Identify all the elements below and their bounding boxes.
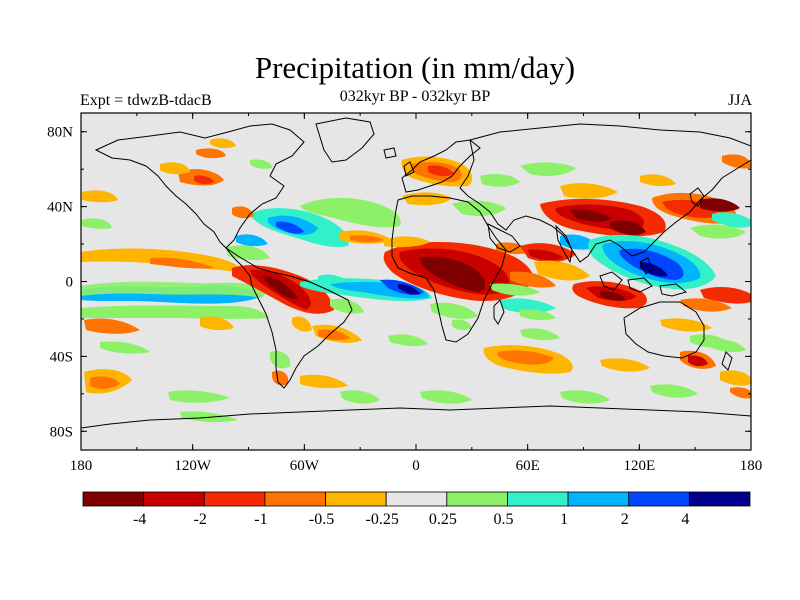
colorbar-swatch — [567, 491, 630, 507]
lat-tick-label: 80S — [50, 424, 73, 440]
colorbar-swatch — [446, 491, 508, 507]
colorbar-label: -1 — [254, 511, 267, 528]
colorbar-label: 1 — [560, 511, 568, 528]
experiment-label: Expt = tdwzB-tdacB — [80, 92, 212, 109]
lon-tick-label: 60W — [290, 458, 320, 474]
lon-tick-label: 60E — [516, 458, 540, 474]
lon-tick-label: 180 — [740, 458, 763, 474]
colorbar-label: -4 — [133, 511, 146, 528]
colorbar-swatch — [507, 491, 569, 507]
colorbar-label: 0.5 — [493, 511, 513, 528]
longitude-axis: 180 120W 60W 0 60E 120E 180 — [70, 113, 763, 474]
colorbar-swatch — [688, 491, 751, 507]
lat-tick-label: 40S — [50, 349, 73, 365]
colorbar-label: 2 — [621, 511, 629, 528]
season-label: JJA — [727, 92, 752, 109]
colorbar-label: 4 — [681, 511, 689, 528]
lat-tick-label: 80N — [47, 125, 73, 141]
colorbar-label: -2 — [194, 511, 207, 528]
lat-tick-label: 40N — [47, 200, 73, 216]
lon-tick-label: 180 — [70, 458, 93, 474]
colorbar-swatch — [385, 491, 448, 507]
lat-tick-label: 0 — [66, 275, 74, 291]
colorbar-swatch — [203, 491, 266, 507]
colorbar-swatch — [143, 491, 205, 507]
map-title: Precipitation (in mm/day) — [254, 50, 576, 85]
lon-tick-label: 120E — [623, 458, 655, 474]
colorbar-swatch — [264, 491, 326, 507]
lon-tick-label: 120W — [174, 458, 212, 474]
colorbar-swatch — [82, 491, 145, 507]
period-label: 032kyr BP - 032kyr BP — [339, 88, 491, 105]
colorbar-label: -0.5 — [309, 511, 334, 528]
colorbar-swatch — [628, 491, 690, 507]
colorbar-label: -0.25 — [366, 511, 399, 528]
colorbar: -4 -2 -1 -0.5 -0.25 0.25 0.5 1 2 4 — [82, 491, 751, 528]
latitude-axis: 80N 40N 0 40S 80S — [47, 125, 751, 440]
colorbar-swatch — [325, 491, 387, 507]
lon-tick-label: 0 — [412, 458, 420, 474]
coastlines — [81, 117, 751, 429]
anomaly-shading — [81, 138, 751, 423]
colorbar-label: 0.25 — [429, 511, 457, 528]
